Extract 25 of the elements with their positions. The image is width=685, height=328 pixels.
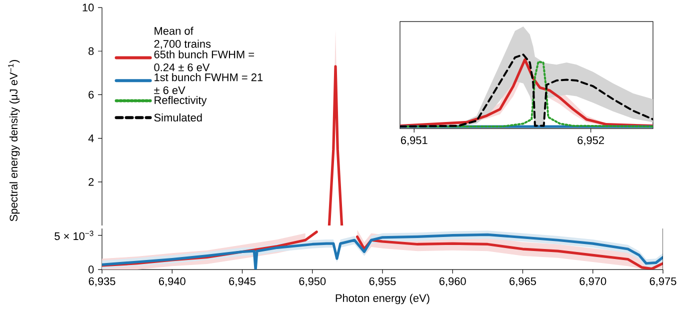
x-tick-label: 6,940 (158, 278, 186, 287)
legend-title: Mean of 2,700 trains (154, 27, 211, 50)
x-tick-label: 6,960 (439, 278, 466, 287)
x-tick-label: 6,955 (369, 278, 396, 287)
x-tick-label: 6,950 (299, 278, 326, 287)
x-tick-label: 6,965 (510, 278, 536, 287)
x-tick-label: 6,952 (578, 136, 604, 146)
x-tick-label: 6,970 (580, 278, 606, 287)
x-axis-title: Photon energy (eV) (336, 294, 430, 304)
y-tick-label: 0 (88, 266, 94, 274)
y-tick-label: 8 (88, 47, 94, 56)
x-tick-label: 6,975 (650, 278, 676, 287)
y-tick-label: 6 (88, 91, 94, 99)
legend-label: Simulated (154, 114, 202, 122)
x-tick-label: 6,945 (229, 278, 256, 287)
y-tick-label: 5 × 10$^{−3}$ (54, 230, 94, 240)
legend-label: Reflectivity (154, 96, 207, 106)
x-tick-label: 6,935 (88, 278, 116, 287)
x-tick-label: 6,951 (400, 136, 428, 146)
y-axis-title: Spectral energy density (μJ eV$^{−1}$) (8, 60, 20, 222)
y-tick-label: 4 (88, 134, 94, 142)
y-tick-label: 10 (82, 4, 94, 12)
y-tick-label: 2 (88, 178, 94, 186)
legend-label: 1st bunch FWHM = 21 ± 6 eV (154, 73, 263, 94)
legend-label: 65th bunch FWHM = 0.24 ± 6 eV (154, 50, 254, 72)
